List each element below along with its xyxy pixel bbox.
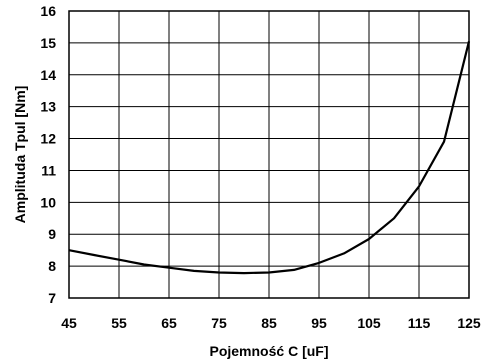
- x-tick-labels: 45 55 65 75 85 95 105 115 125: [61, 315, 481, 331]
- x-tick-label: 85: [261, 315, 277, 331]
- y-tick-label: 10: [40, 194, 56, 210]
- y-tick-label: 15: [40, 35, 56, 51]
- y-tick-label: 12: [40, 131, 56, 147]
- x-tick-label: 95: [311, 315, 327, 331]
- x-tick-label: 125: [457, 315, 481, 331]
- y-tick-label: 7: [48, 290, 56, 306]
- y-tick-label: 9: [48, 226, 56, 242]
- y-tick-label: 11: [41, 162, 56, 178]
- series-layer: [68, 41, 471, 275]
- x-tick-label: 45: [61, 315, 77, 331]
- y-tick-label: 13: [40, 99, 56, 115]
- x-axis-label: Pojemność C [uF]: [209, 343, 328, 359]
- x-tick-label: 75: [211, 315, 227, 331]
- x-tick-label: 65: [161, 315, 177, 331]
- y-tick-label: 16: [40, 3, 56, 19]
- grid: [68, 10, 470, 299]
- x-tick-label: 115: [408, 315, 431, 331]
- y-axis-label: Amplituda Tpul [Nm]: [12, 86, 28, 224]
- y-tick-label: 14: [40, 67, 56, 83]
- series-line: [68, 41, 471, 275]
- x-tick-label: 55: [111, 315, 127, 331]
- plot-area-frame: [68, 10, 470, 299]
- x-tick-label: 105: [357, 315, 381, 331]
- y-tick-label: 8: [48, 258, 56, 274]
- y-tick-labels: 7 8 9 10 11 12 13 14 15 16: [40, 3, 56, 306]
